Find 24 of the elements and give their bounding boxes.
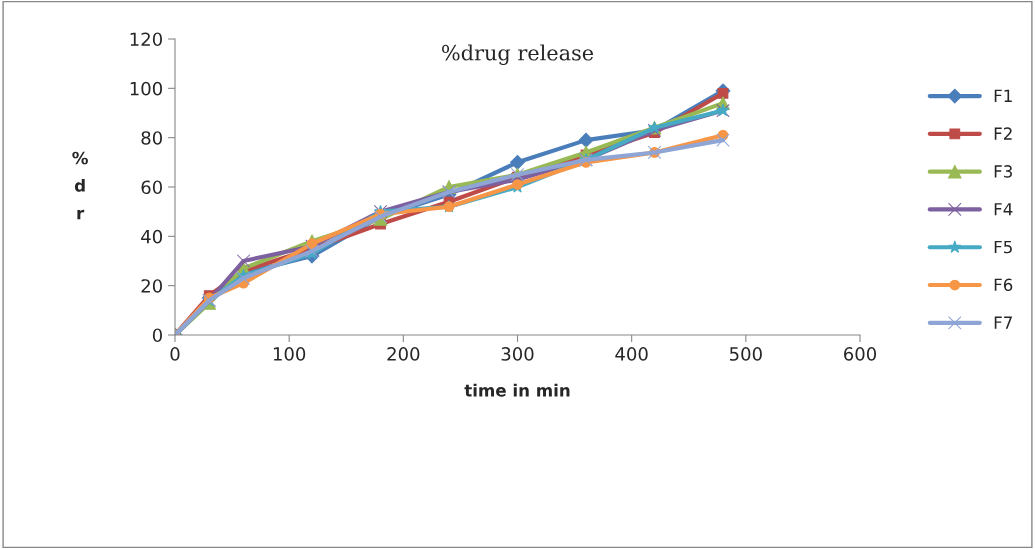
y-axis-title: % d r [72, 151, 88, 220]
legend-label: F5 [994, 240, 1012, 254]
y-tick-label: 120 [130, 32, 162, 47]
y-tick-label: 0 [152, 328, 162, 343]
chart-title: %drug release [442, 44, 594, 65]
legend-label: F6 [994, 278, 1013, 292]
y-tick-label: 60 [141, 180, 162, 195]
y-tick-label: 40 [141, 229, 162, 244]
x-tick-label: 400 [615, 347, 648, 361]
x-tick-label: 0 [170, 347, 180, 361]
legend-label: F3 [994, 165, 1012, 178]
x-tick-label: 200 [387, 347, 420, 361]
legend-label: F7 [994, 316, 1012, 329]
legend-label: F1 [994, 89, 1012, 102]
y-tick-label: 20 [141, 279, 162, 293]
x-tick-label: 300 [501, 347, 534, 361]
x-tick-label: 500 [730, 347, 762, 361]
legend-label: F2 [994, 127, 1012, 140]
legend-label: F4 [994, 203, 1013, 216]
x-tick-label: 100 [273, 347, 306, 361]
y-tick-label: 80 [141, 131, 162, 145]
x-axis-title: time in min [464, 383, 570, 397]
x-tick-label: 600 [844, 347, 877, 361]
y-tick-label: 100 [130, 81, 162, 96]
